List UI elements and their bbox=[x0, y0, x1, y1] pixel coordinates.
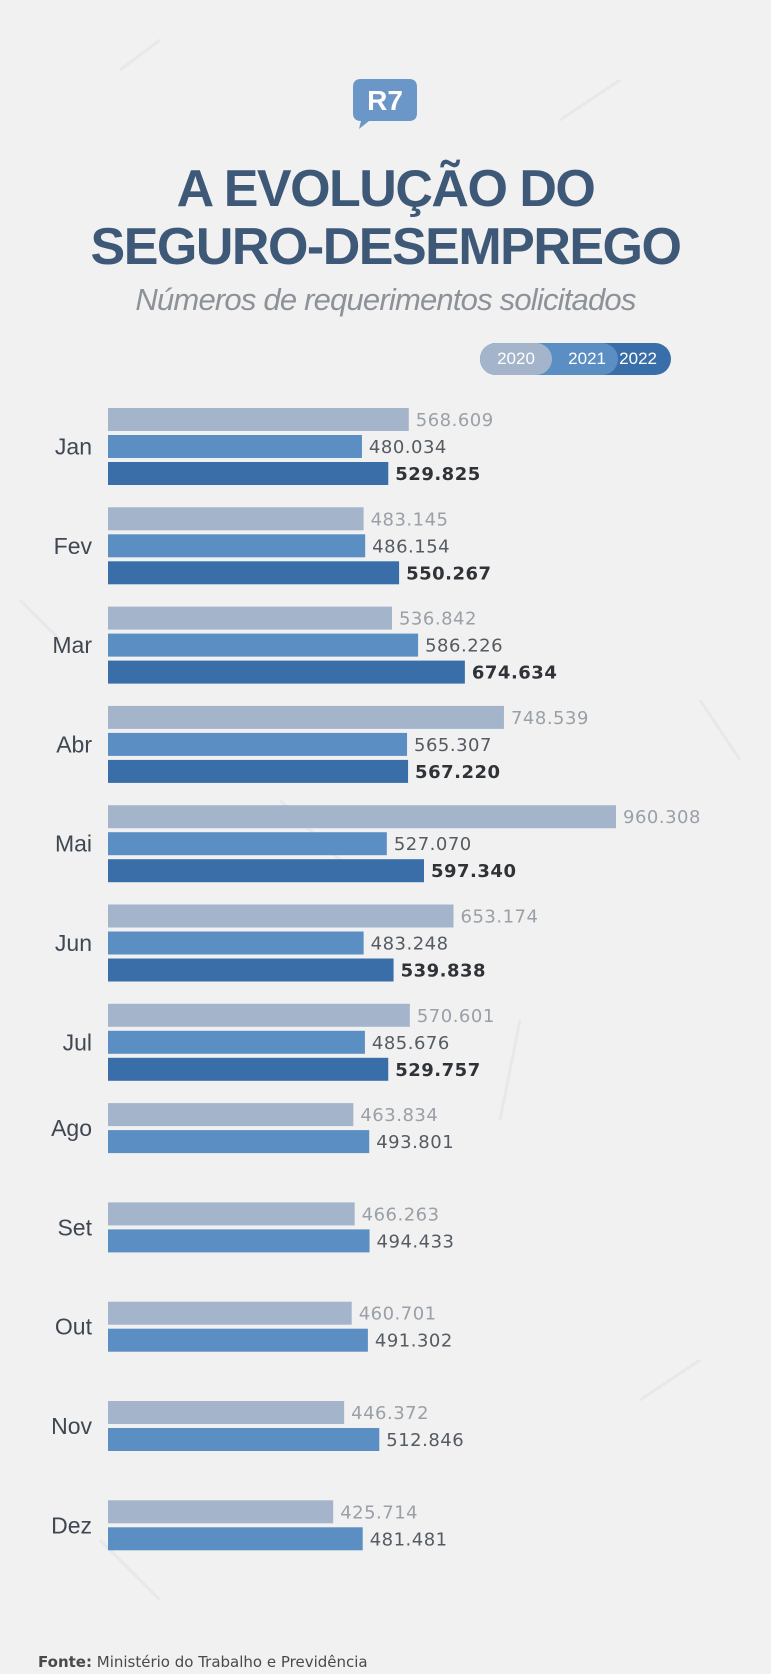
value-label-2020-jul: 570.601 bbox=[417, 1006, 495, 1027]
bar-2021-dez bbox=[108, 1527, 363, 1551]
value-label-2022-jun: 539.838 bbox=[401, 961, 486, 982]
bar-2020-nov bbox=[108, 1401, 345, 1424]
value-label-2021-out: 491.302 bbox=[375, 1331, 453, 1352]
logo-text: R7 bbox=[367, 85, 403, 116]
value-label-2020-dez: 425.714 bbox=[340, 1502, 418, 1523]
bar-2022-mar bbox=[108, 660, 465, 684]
bar-2021-mai bbox=[108, 832, 387, 856]
value-label-2022-mai: 597.340 bbox=[431, 861, 516, 882]
value-label-2020-jun: 653.174 bbox=[461, 907, 539, 928]
bar-2020-out bbox=[108, 1301, 352, 1325]
value-label-2020-nov: 446.372 bbox=[351, 1403, 429, 1424]
month-label: Mai bbox=[55, 831, 92, 857]
month-label: Jan bbox=[55, 434, 92, 460]
bar-2021-mar bbox=[108, 633, 419, 657]
value-label-2020-out: 460.701 bbox=[359, 1304, 437, 1325]
value-label-2022-jul: 529.757 bbox=[395, 1060, 480, 1081]
bar-2020-jan bbox=[108, 408, 409, 431]
bar-2020-abr bbox=[108, 705, 504, 729]
bar-2022-jun bbox=[108, 958, 394, 982]
bar-2022-jan bbox=[108, 462, 389, 485]
bar-2021-out bbox=[108, 1328, 368, 1352]
value-label-2022-jan: 529.825 bbox=[395, 464, 480, 485]
bar-2020-ago bbox=[108, 1103, 354, 1127]
source-label: Fonte: bbox=[38, 1653, 92, 1671]
month-label: Nov bbox=[51, 1413, 92, 1439]
value-label-2021-dez: 481.481 bbox=[370, 1529, 448, 1550]
value-label-2021-fev: 486.154 bbox=[372, 536, 450, 557]
bar-2020-dez bbox=[108, 1500, 334, 1524]
value-label-2020-abr: 748.539 bbox=[511, 708, 589, 729]
value-label-2021-abr: 565.307 bbox=[414, 735, 492, 756]
value-label-2021-nov: 512.846 bbox=[386, 1430, 464, 1451]
value-label-2020-mar: 536.842 bbox=[399, 609, 477, 630]
title-line-2: SEGURO-DESEMPREGO bbox=[90, 218, 682, 276]
legend: 2022 2021 2020 bbox=[480, 343, 671, 375]
value-label-2020-fev: 483.145 bbox=[371, 509, 449, 530]
bar-2022-jul bbox=[108, 1057, 389, 1081]
bar-2022-abr bbox=[108, 759, 409, 783]
legend-2020: 2020 bbox=[480, 343, 552, 375]
bar-2021-fev bbox=[108, 534, 366, 558]
bar-2022-mai bbox=[108, 859, 424, 883]
value-label-2020-mai: 960.308 bbox=[623, 807, 701, 828]
value-label-2021-jul: 485.676 bbox=[372, 1033, 450, 1054]
bar-2021-jan bbox=[108, 435, 362, 458]
value-label-2020-ago: 463.834 bbox=[360, 1105, 438, 1126]
value-label-2022-abr: 567.220 bbox=[415, 762, 500, 783]
value-label-2020-jan: 568.609 bbox=[416, 410, 494, 431]
value-label-2021-jun: 483.248 bbox=[371, 934, 449, 955]
title-line-1: A EVOLUÇÃO DO bbox=[176, 160, 596, 218]
value-label-2022-mar: 674.634 bbox=[472, 663, 557, 684]
bar-2021-nov bbox=[108, 1428, 380, 1451]
subtitle: Números de requerimentos solicitados bbox=[135, 282, 636, 317]
month-label: Fev bbox=[54, 533, 93, 559]
value-label-2021-mar: 586.226 bbox=[425, 636, 503, 657]
value-label-2021-jan: 480.034 bbox=[369, 437, 447, 458]
value-label-2021-mai: 527.070 bbox=[394, 834, 472, 855]
month-label: Abr bbox=[56, 731, 92, 757]
r7-logo: R7 bbox=[353, 79, 417, 129]
month-label: Jul bbox=[63, 1029, 92, 1055]
value-label-2022-fev: 550.267 bbox=[406, 563, 491, 584]
bar-2022-fev bbox=[108, 561, 400, 585]
bar-2020-mar bbox=[108, 606, 392, 630]
bar-2020-set bbox=[108, 1202, 355, 1226]
bar-2020-mai bbox=[108, 805, 616, 829]
value-label-2021-set: 494.433 bbox=[377, 1231, 455, 1252]
value-label-2020-set: 466.263 bbox=[362, 1204, 440, 1225]
value-label-2021-ago: 493.801 bbox=[376, 1132, 454, 1153]
month-label: Dez bbox=[51, 1512, 92, 1538]
month-label: Mar bbox=[52, 632, 92, 658]
bar-2021-jul bbox=[108, 1030, 365, 1054]
month-label: Out bbox=[55, 1314, 93, 1340]
source-text: Ministério do Trabalho e Previdência bbox=[96, 1653, 368, 1671]
month-label: Jun bbox=[55, 930, 92, 956]
bar-2021-set bbox=[108, 1229, 370, 1253]
bar-2020-fev bbox=[108, 507, 364, 531]
source-footer: Fonte: Ministério do Trabalho e Previdên… bbox=[38, 1653, 368, 1671]
month-label: Set bbox=[57, 1214, 92, 1240]
bar-2021-abr bbox=[108, 732, 408, 756]
month-label: Ago bbox=[51, 1115, 92, 1141]
bar-2020-jun bbox=[108, 904, 454, 928]
bar-2021-ago bbox=[108, 1130, 370, 1154]
bar-2021-jun bbox=[108, 931, 364, 955]
bar-2020-jul bbox=[108, 1003, 410, 1027]
